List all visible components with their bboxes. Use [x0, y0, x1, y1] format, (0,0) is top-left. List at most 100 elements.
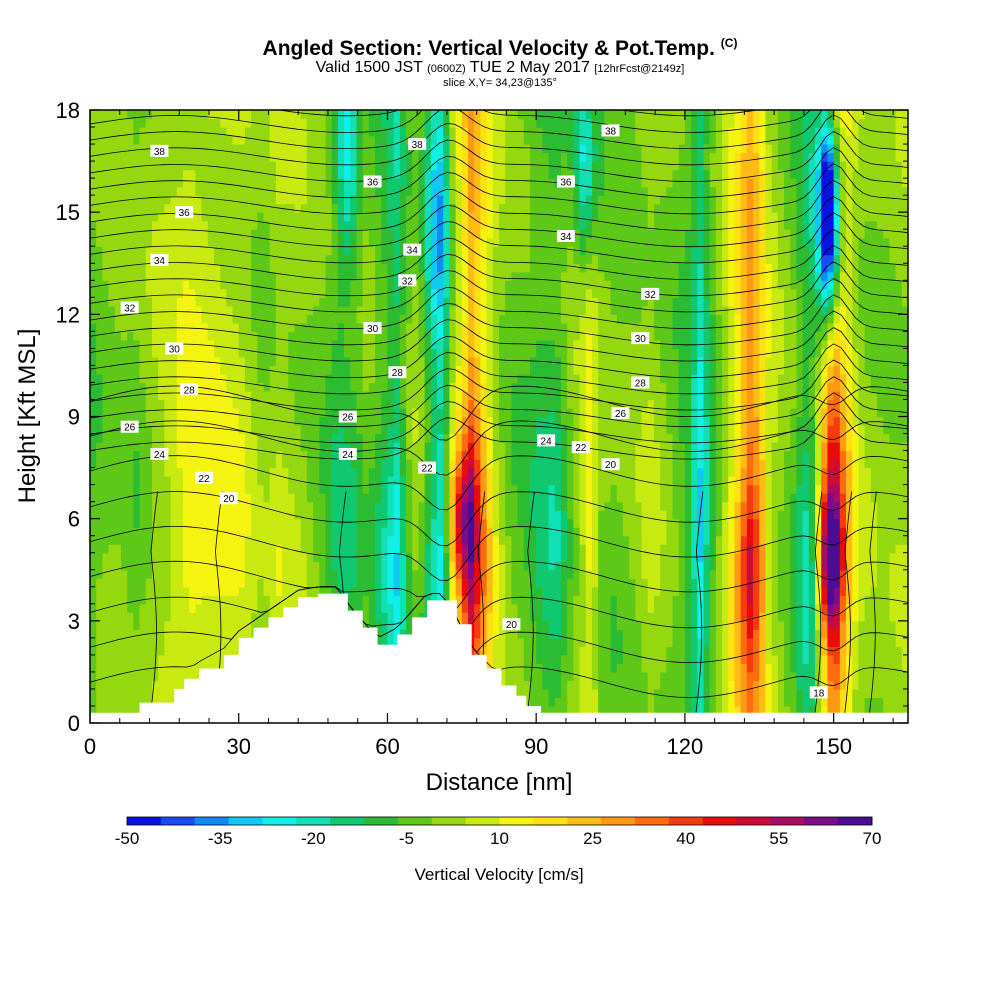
field-cell	[356, 161, 364, 171]
field-cell	[158, 425, 165, 435]
field-cell	[437, 586, 444, 596]
field-cell	[480, 467, 488, 477]
field-cell	[238, 246, 246, 256]
field-cell	[263, 544, 271, 554]
field-cell	[368, 501, 376, 511]
field-cell	[437, 229, 444, 239]
field-cell	[238, 612, 246, 622]
field-cell	[480, 331, 488, 341]
field-cell	[517, 595, 525, 605]
field-cell	[139, 603, 147, 613]
field-cell	[201, 603, 209, 613]
field-cell	[356, 390, 364, 401]
field-cell	[387, 288, 395, 298]
field-cell	[362, 425, 370, 435]
field-cell	[468, 365, 475, 375]
field-cell	[275, 118, 283, 128]
field-cell	[189, 425, 196, 435]
field-cell	[238, 152, 246, 162]
field-cell	[90, 356, 97, 367]
field-cell	[238, 161, 246, 171]
field-cell	[449, 195, 457, 205]
field-cell	[319, 399, 327, 409]
field-cell	[480, 586, 488, 596]
field-cell	[399, 390, 407, 401]
field-cell	[176, 476, 184, 486]
field-cell	[449, 535, 457, 545]
field-cell	[182, 569, 190, 579]
field-cell	[257, 552, 265, 562]
field-cell	[368, 476, 376, 486]
field-cell	[492, 527, 500, 537]
field-cell	[350, 527, 358, 537]
field-cell	[325, 348, 333, 358]
field-cell	[486, 569, 494, 579]
field-cell	[133, 680, 141, 690]
field-cell	[127, 646, 134, 656]
field-cell	[294, 356, 302, 367]
field-cell	[368, 407, 376, 418]
field-cell	[269, 322, 277, 332]
field-cell	[486, 510, 494, 520]
field-cell	[325, 144, 333, 154]
field-cell	[127, 450, 134, 460]
field-cell	[108, 595, 116, 605]
field-cell	[499, 510, 506, 520]
field-cell	[238, 169, 246, 179]
field-cell	[201, 254, 209, 264]
field-cell	[381, 169, 389, 179]
field-cell	[362, 407, 370, 418]
field-cell	[158, 195, 165, 205]
field-cell	[189, 654, 196, 664]
field-cell	[232, 186, 240, 196]
field-cell	[220, 663, 227, 673]
field-cell	[189, 152, 196, 162]
field-cell	[151, 280, 159, 290]
field-cell	[499, 612, 506, 622]
field-cell	[368, 390, 376, 401]
field-cell	[368, 365, 376, 375]
field-cell	[424, 433, 432, 443]
field-cell	[195, 552, 203, 562]
field-cell	[96, 578, 103, 588]
field-cell	[232, 561, 240, 571]
field-cell	[164, 510, 172, 520]
field-cell	[151, 467, 159, 477]
field-cell	[102, 322, 110, 332]
field-cell	[356, 322, 364, 332]
field-cell	[486, 637, 494, 647]
field-cell	[176, 322, 184, 332]
field-cell	[399, 127, 407, 137]
field-cell	[207, 459, 215, 469]
field-cell	[468, 161, 475, 171]
field-cell	[232, 365, 240, 375]
field-cell	[226, 399, 234, 409]
field-cell	[90, 161, 97, 171]
field-cell	[499, 229, 506, 239]
field-cell	[511, 442, 519, 452]
field-cell	[170, 544, 178, 554]
field-cell	[424, 152, 432, 162]
field-cell	[443, 467, 451, 477]
field-cell	[331, 110, 339, 120]
field-cell	[251, 305, 258, 315]
field-cell	[375, 186, 382, 196]
field-cell	[127, 629, 134, 639]
field-cell	[393, 510, 401, 520]
field-cell	[294, 425, 302, 435]
field-cell	[344, 127, 351, 137]
field-cell	[232, 169, 240, 179]
field-cell	[393, 237, 401, 247]
field-cell	[232, 331, 240, 341]
field-cell	[443, 144, 451, 154]
field-cell	[269, 501, 277, 511]
field-cell	[158, 671, 165, 682]
field-cell	[282, 510, 289, 520]
field-cell	[139, 416, 147, 426]
field-cell	[368, 195, 376, 205]
field-cell	[127, 595, 134, 605]
field-cell	[151, 169, 159, 179]
field-cell	[480, 595, 488, 605]
field-cell	[232, 603, 240, 613]
field-cell	[288, 314, 296, 324]
